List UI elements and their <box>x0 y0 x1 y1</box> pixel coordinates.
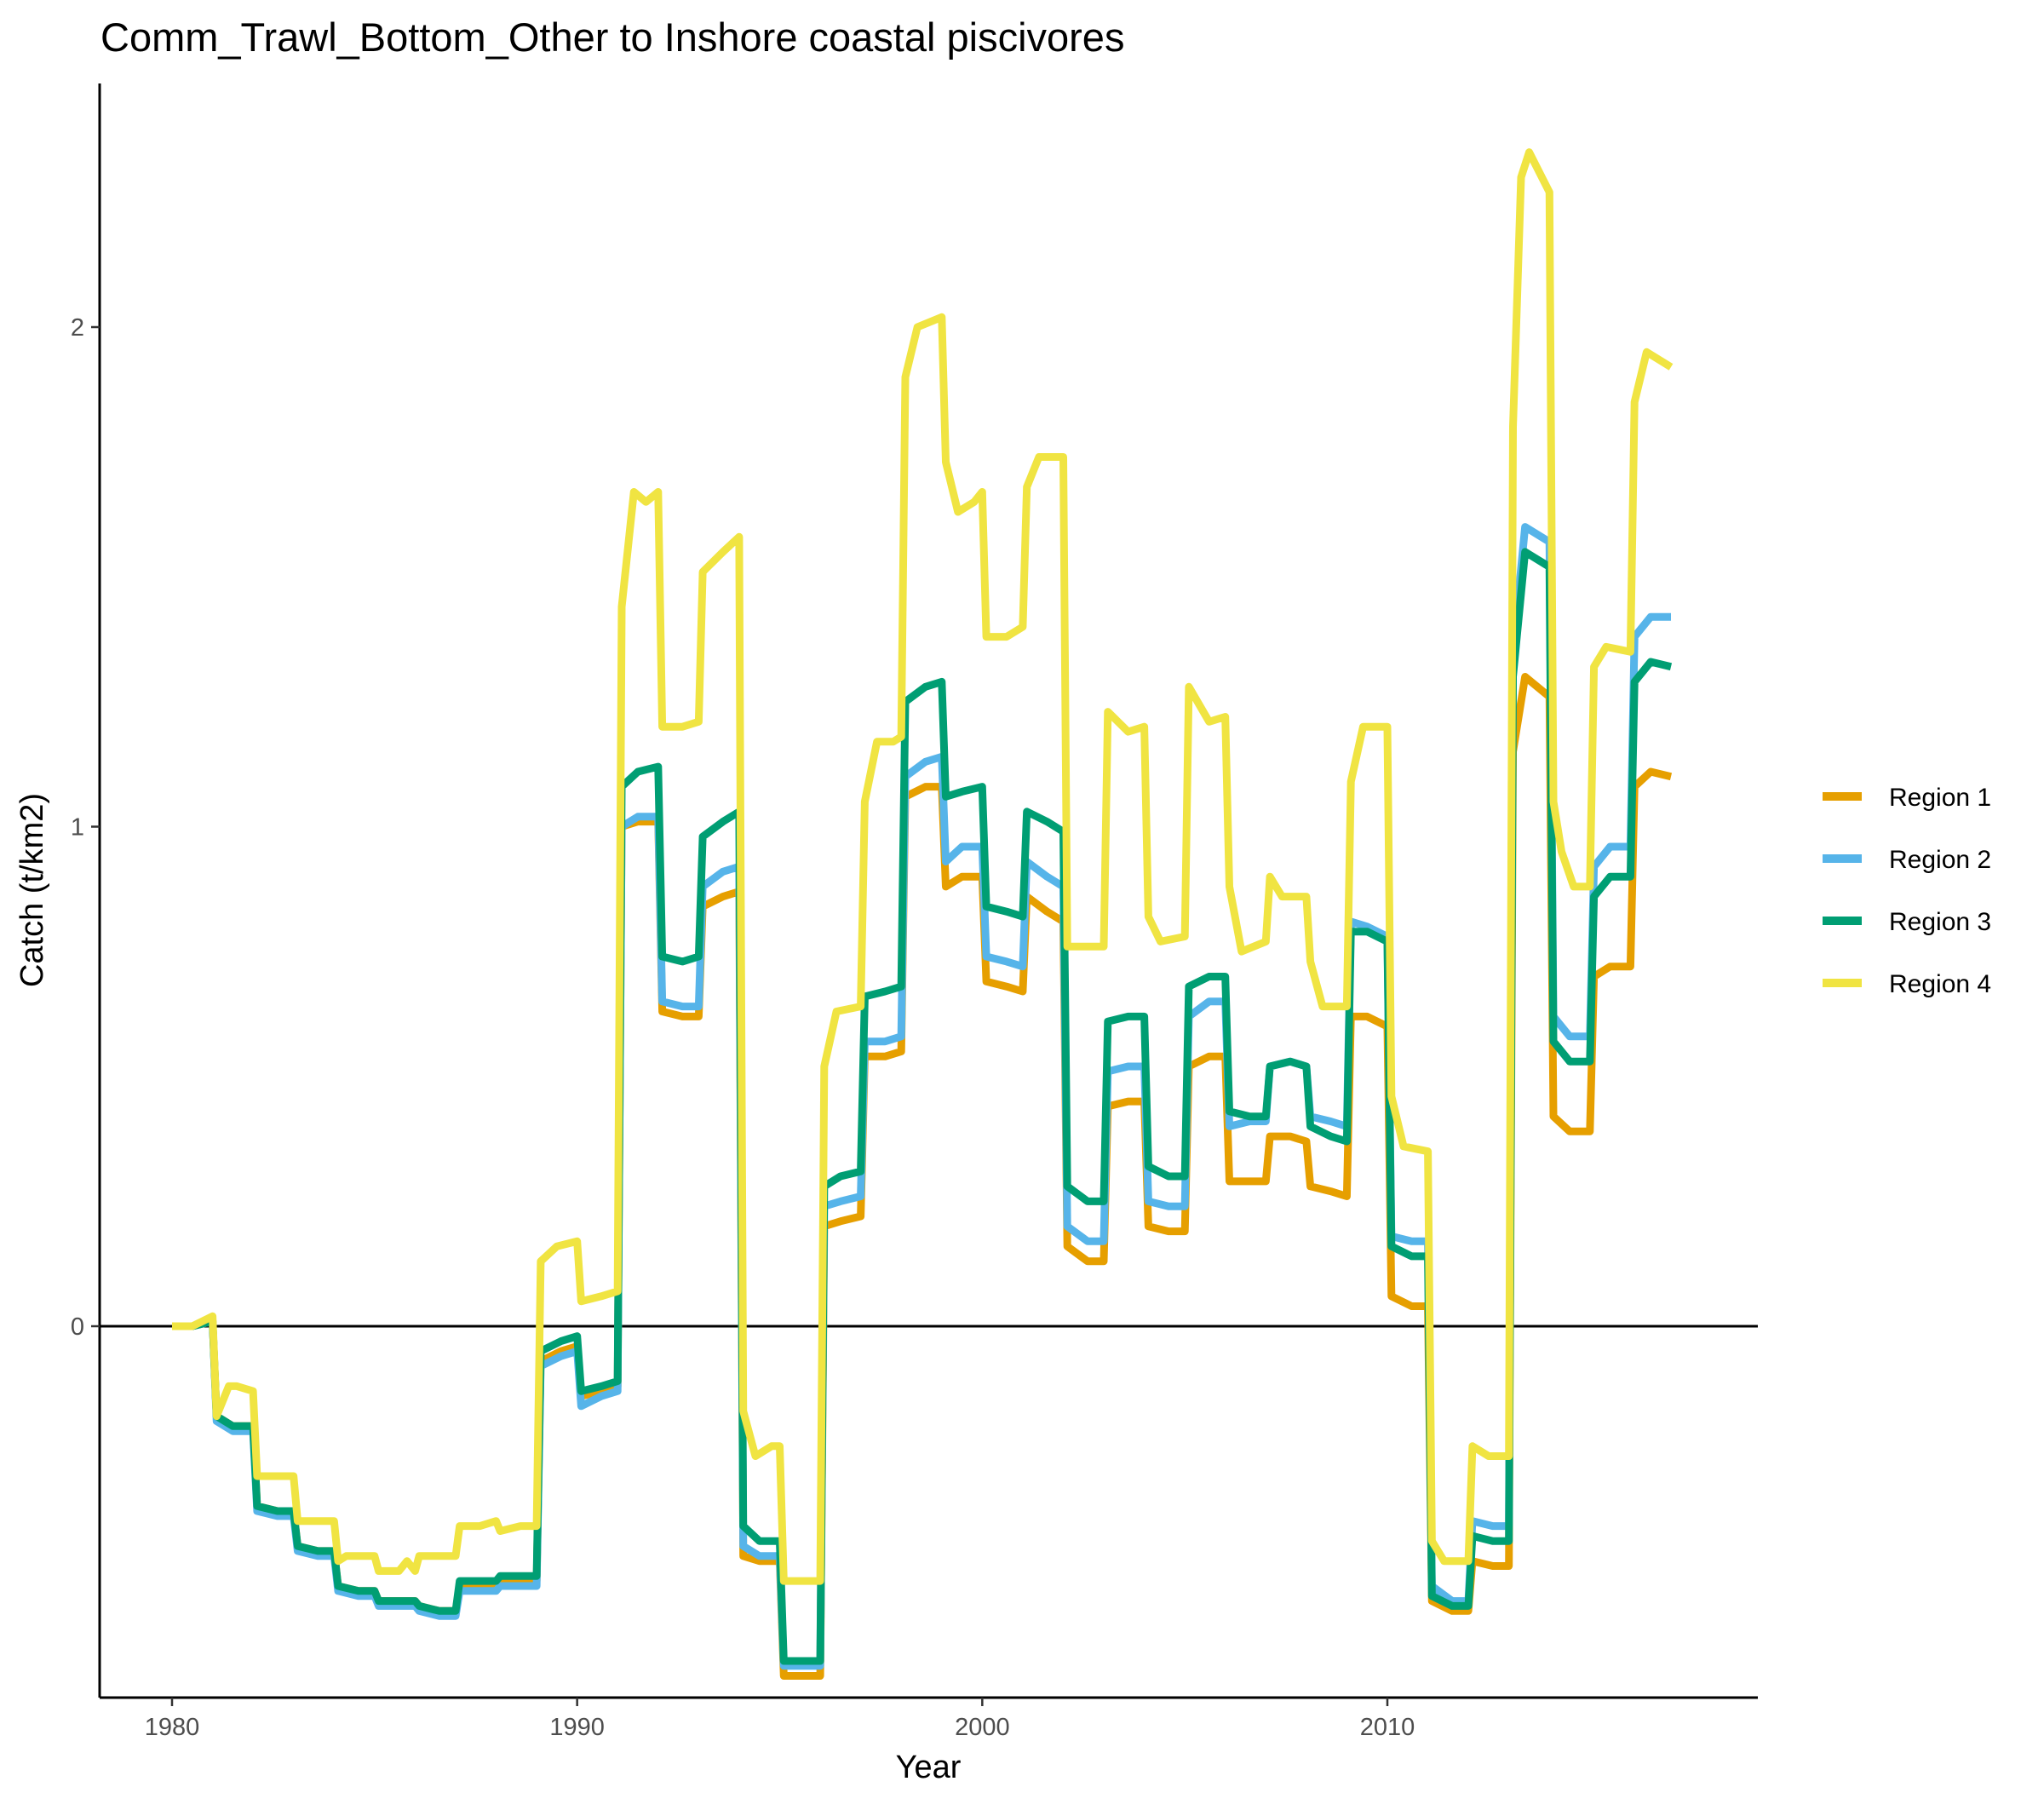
series-line-region-3 <box>172 548 1673 1665</box>
y-axis-ticks: 0 1 2 <box>71 314 100 1341</box>
legend-label: Region 2 <box>1889 846 1991 874</box>
legend-label: Region 1 <box>1889 784 1991 812</box>
x-tick-label: 2010 <box>1360 1714 1415 1741</box>
x-axis-ticks: 1980 1990 2000 2010 <box>145 1698 1415 1741</box>
x-tick-label: 1980 <box>145 1714 200 1741</box>
legend-label: Region 3 <box>1889 908 1991 936</box>
series-line-region-1 <box>172 673 1673 1680</box>
series-line-region-2 <box>172 523 1671 1670</box>
y-axis-title: Catch (t/km2) <box>14 793 50 987</box>
series-line-region-4 <box>172 148 1674 1585</box>
legend-label: Region 4 <box>1889 970 1991 998</box>
legend-item-region-4: Region 4 <box>1823 970 1991 998</box>
legend: Region 1 Region 2 Region 3 Region 4 <box>1823 784 1991 998</box>
legend-item-region-3: Region 3 <box>1823 908 1991 936</box>
y-tick-label: 0 <box>71 1313 84 1341</box>
legend-item-region-1: Region 1 <box>1823 784 1991 812</box>
legend-item-region-2: Region 2 <box>1823 846 1991 874</box>
y-tick-label: 1 <box>71 814 84 842</box>
x-tick-label: 1990 <box>549 1714 605 1741</box>
y-tick-label: 2 <box>71 314 84 342</box>
chart-title: Comm_Trawl_Bottom_Other to Inshore coast… <box>100 14 1124 60</box>
x-tick-label: 2000 <box>955 1714 1010 1741</box>
plot-area <box>100 148 1758 1680</box>
x-axis-title: Year <box>896 1750 962 1785</box>
